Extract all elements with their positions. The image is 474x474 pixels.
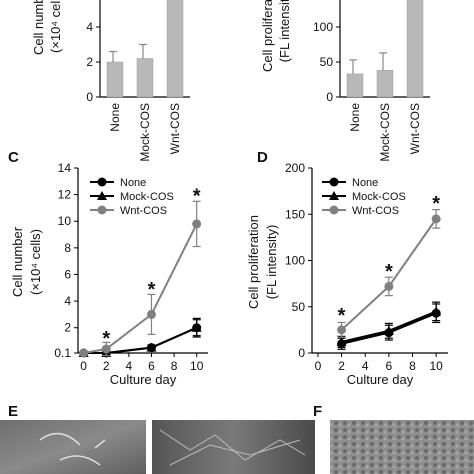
x-tick-label: 2 [103,359,110,373]
marker [337,325,347,335]
y-tick-label: 150 [285,207,305,221]
y-axis-title: (×10⁴ cells) [48,0,63,53]
marker [97,205,107,215]
panel-label: D [257,149,268,166]
x-tick-label: 4 [362,359,369,373]
significance-mark: * [432,193,440,215]
y-tick-label: 4 [64,294,71,308]
x-axis-title: Culture day [110,372,177,387]
legend-label: None [120,177,146,189]
marker [192,219,202,229]
marker [431,214,441,224]
y-axis-title: (FL intensity) [277,0,292,62]
y-tick-label: 14 [58,161,72,175]
bar [106,61,124,98]
x-tick-label: 0 [80,359,87,373]
x-tick-label: None [108,103,122,132]
x-tick-label: Mock-COS [138,103,152,162]
y-tick-label: 12 [58,188,72,202]
x-tick-label: 0 [315,359,322,373]
y-tick-label: 0 [86,90,93,104]
y-tick-label: 0 [326,90,333,104]
marker [329,177,339,187]
marker [329,205,339,215]
micrograph [152,420,315,474]
marker [97,191,107,200]
marker [97,177,107,187]
y-axis-title: (FL intensity) [264,225,279,300]
significance-mark: * [102,328,110,350]
panel-label: F [313,403,322,420]
significance-mark: * [338,305,346,327]
x-tick-label: 10 [190,359,204,373]
marker [101,344,111,354]
legend-label: Mock-COS [352,191,406,203]
x-tick-label: Wnt-COS [408,103,422,154]
legend-label: Mock-COS [120,191,174,203]
significance-mark: * [148,279,156,301]
significance-mark: * [193,186,201,208]
panel-label: C [8,149,19,166]
y-tick-label: 100 [285,254,305,268]
marker [79,348,89,358]
y-tick-label: 100 [313,20,333,34]
micrograph-detail [39,432,106,466]
y-tick-label: 0.1 [54,346,71,360]
y-tick-label: 8 [64,241,71,255]
significance-mark: * [385,261,393,283]
marker [146,342,157,352]
x-tick-label: 2 [338,359,345,373]
bar [136,58,154,98]
bar [406,0,424,98]
x-tick-label: 8 [409,359,416,373]
x-tick-label: 10 [429,359,443,373]
y-tick-label: 2 [86,55,93,69]
marker [383,325,394,335]
x-tick-label: Mock-COS [378,103,392,162]
micrograph [330,420,474,474]
x-tick-label: Wnt-COS [168,103,182,154]
y-axis-title: Cell proliferation [260,0,275,72]
panel-label: E [8,403,18,420]
y-tick-label: 50 [292,300,306,314]
x-tick-label: 6 [148,359,155,373]
y-tick-label: 4 [86,20,93,34]
x-tick-label: None [348,103,362,132]
x-axis-title: Culture day [347,372,414,387]
y-tick-label: 200 [285,161,305,175]
y-axis-title: Cell proliferation [246,215,261,309]
marker [146,309,156,319]
marker [329,191,339,200]
micrograph-detail [159,429,306,466]
marker [384,281,394,291]
marker [431,306,442,316]
x-tick-label: 8 [171,359,178,373]
legend-label: None [352,177,378,189]
legend-label: Wnt-COS [352,205,399,217]
marker [191,322,202,332]
y-tick-label: 6 [64,267,71,281]
legend-label: Wnt-COS [120,205,167,217]
y-tick-label: 10 [58,214,72,228]
bar [376,70,394,98]
x-tick-label: 4 [126,359,133,373]
series-line [83,223,198,354]
marker [336,336,347,346]
x-tick-label: 6 [386,359,393,373]
y-tick-label: 50 [320,55,334,69]
bar [166,0,184,98]
y-axis-title: Cell number [10,226,25,297]
y-axis-title: Cell number [31,0,46,55]
micrograph [0,420,146,474]
bar [346,73,364,98]
series-line [83,326,198,354]
y-tick-label: 0 [298,346,305,360]
y-axis-title: (×10⁴ cells) [28,229,43,295]
y-tick-label: 2 [64,321,71,335]
